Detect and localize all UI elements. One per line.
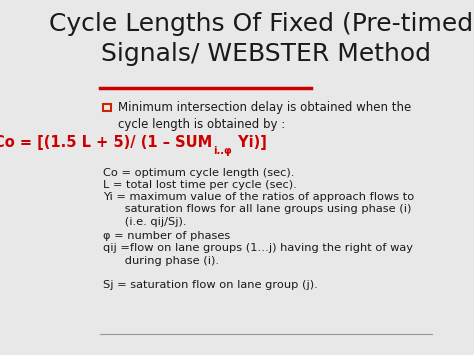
Text: Cycle Lengths Of Fixed (Pre-timed)
Signals/ WEBSTER Method: Cycle Lengths Of Fixed (Pre-timed) Signa… bbox=[49, 12, 474, 66]
Text: Sj = saturation flow on lane group (j).: Sj = saturation flow on lane group (j). bbox=[103, 280, 318, 290]
Text: φ = number of phases: φ = number of phases bbox=[103, 231, 230, 241]
Text: i..φ: i..φ bbox=[213, 146, 232, 156]
Text: qij =flow on lane groups (1…j) having the right of way
      during phase (i).: qij =flow on lane groups (1…j) having th… bbox=[103, 243, 413, 266]
Text: Co = optimum cycle length (sec).: Co = optimum cycle length (sec). bbox=[103, 168, 295, 178]
FancyBboxPatch shape bbox=[103, 104, 111, 111]
Text: Yi = maximum value of the ratios of approach flows to
      saturation flows for: Yi = maximum value of the ratios of appr… bbox=[103, 192, 415, 227]
Text: Yi)]: Yi)] bbox=[233, 136, 267, 151]
Text: Co = [(1.5 L + 5)/ (1 – SUM: Co = [(1.5 L + 5)/ (1 – SUM bbox=[0, 136, 212, 151]
Text: Minimum intersection delay is obtained when the
cycle length is obtained by :: Minimum intersection delay is obtained w… bbox=[118, 102, 411, 131]
Text: L = total lost time per cycle (sec).: L = total lost time per cycle (sec). bbox=[103, 180, 297, 190]
